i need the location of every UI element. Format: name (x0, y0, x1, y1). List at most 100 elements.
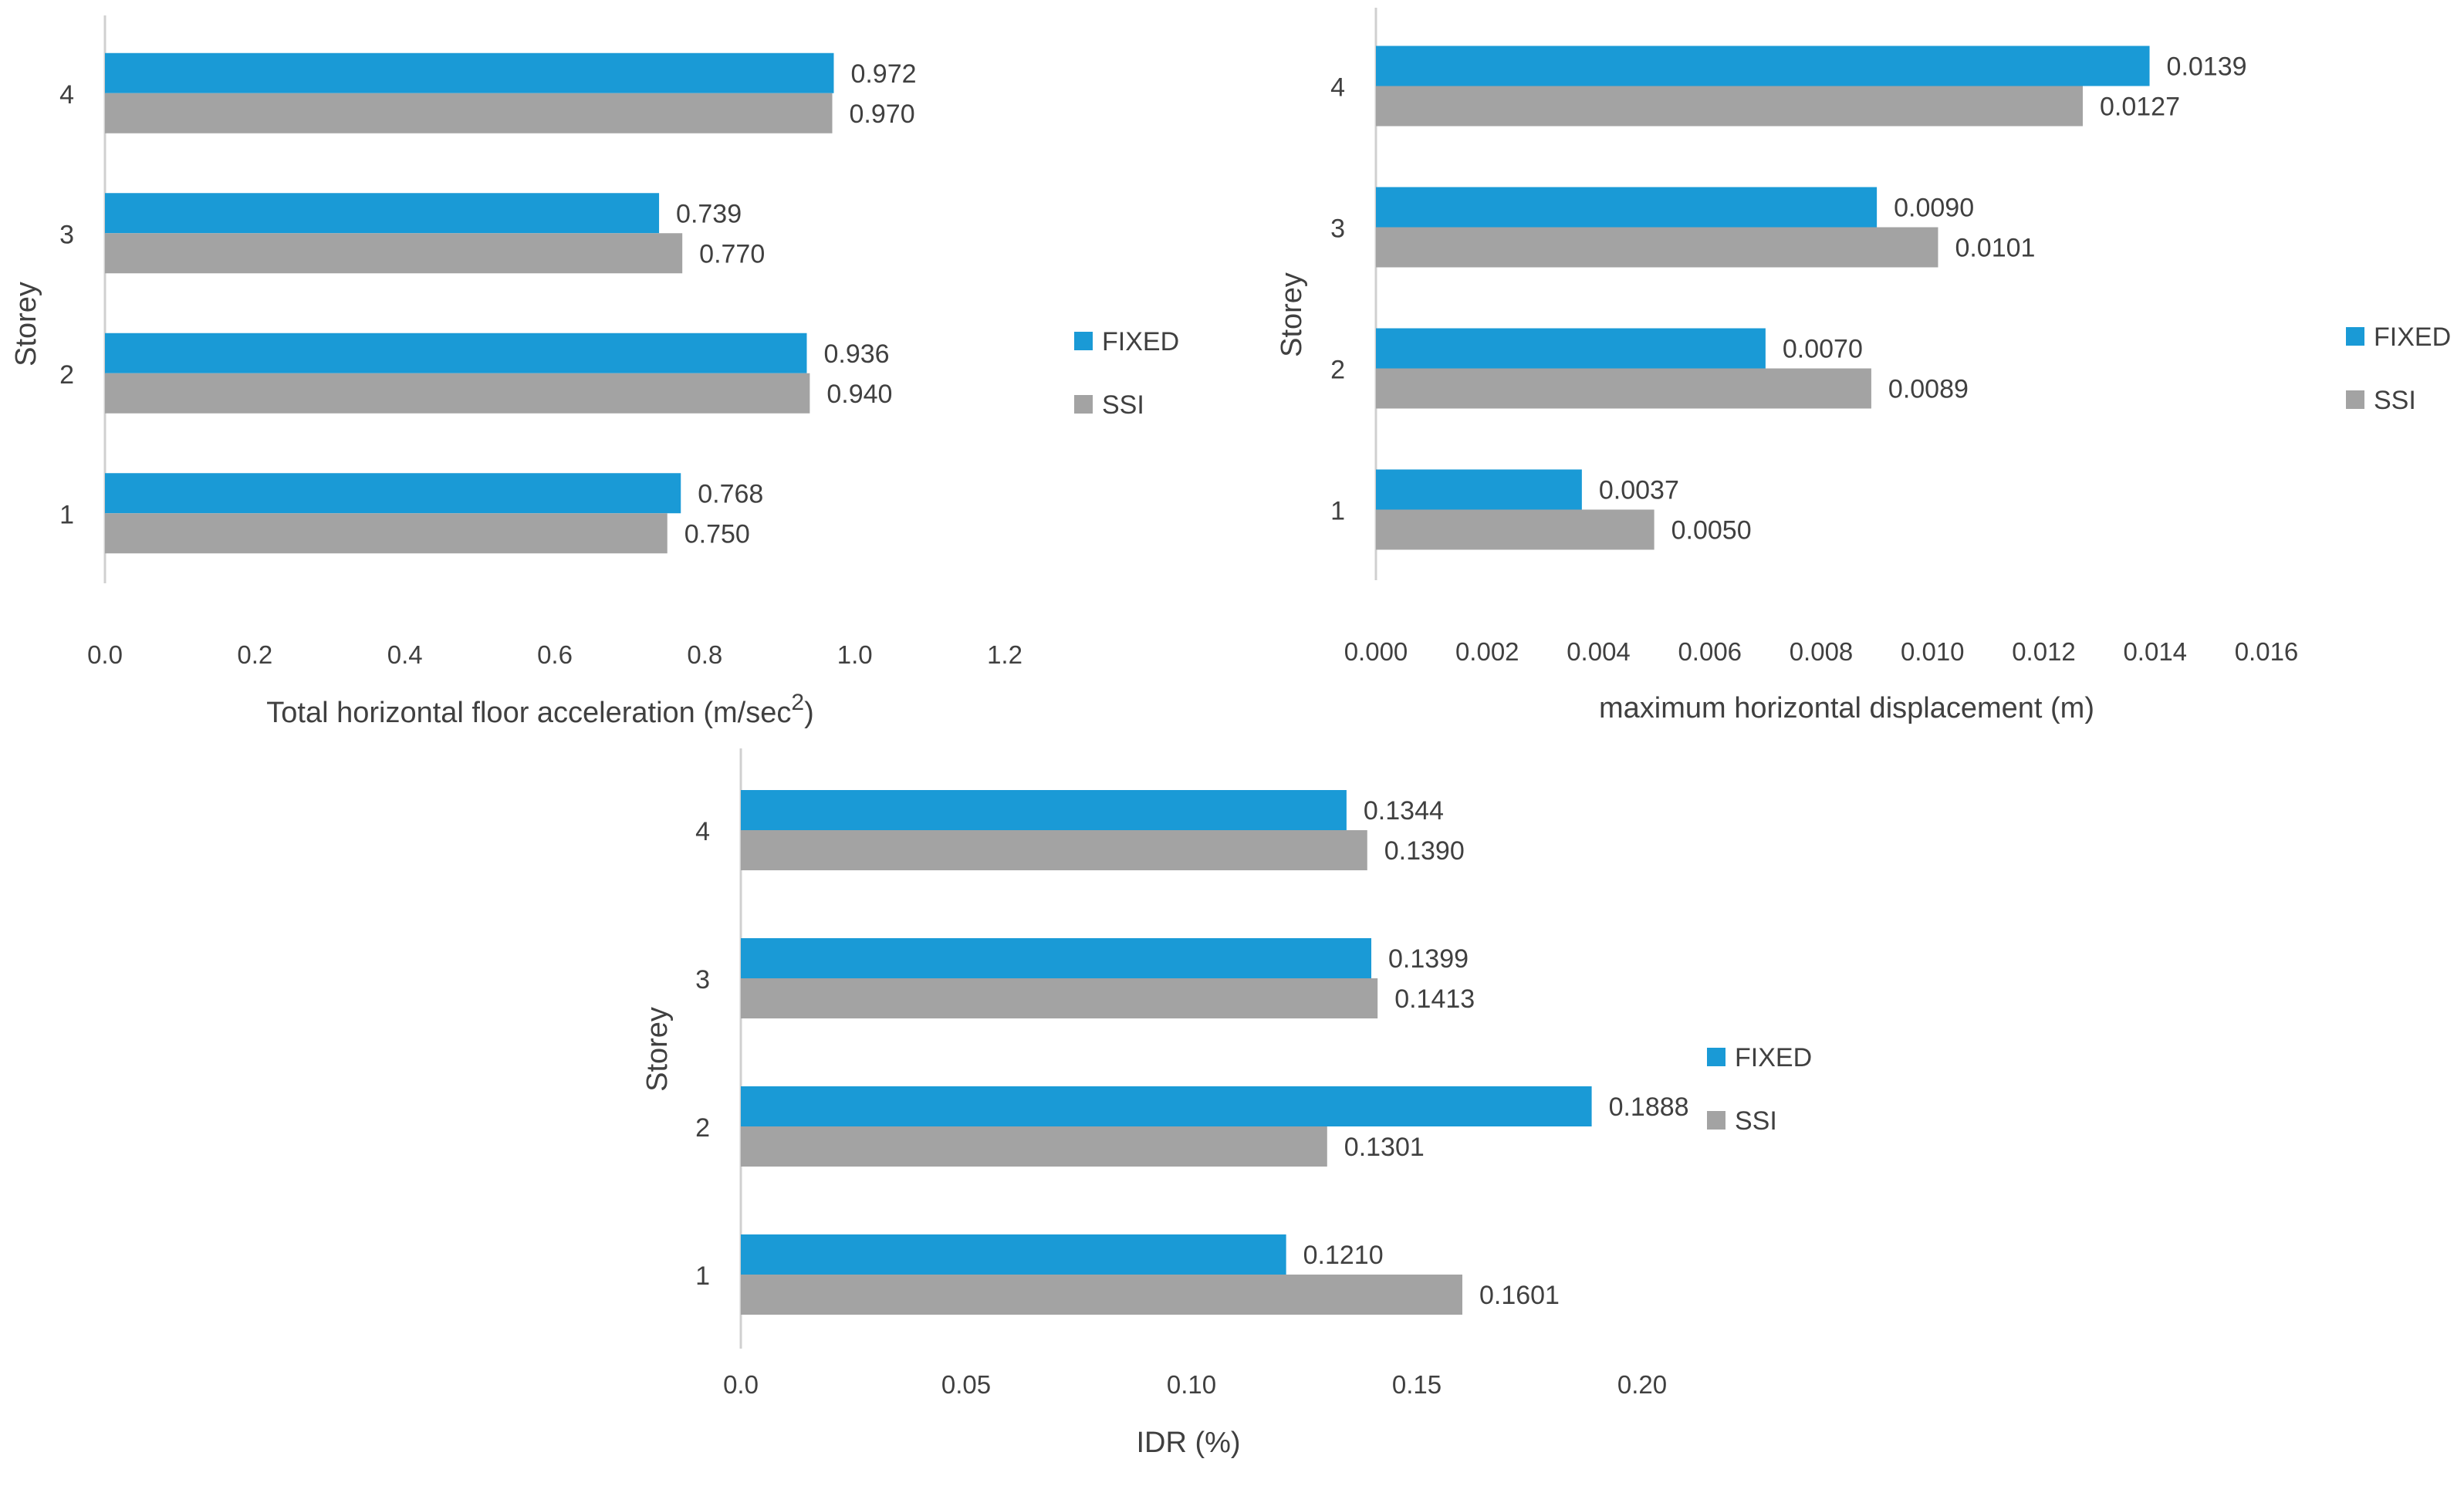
y-tick-label: 2 (1330, 356, 1345, 385)
y-axis-title: Storey (1276, 272, 1308, 357)
y-tick-label: 2 (695, 1113, 710, 1143)
y-tick-label: 4 (695, 817, 710, 846)
data-label: 0.0090 (1894, 194, 1974, 223)
data-label: 0.1413 (1394, 984, 1475, 1014)
data-label: 0.0127 (2100, 93, 2180, 122)
y-axis-title: Storey (641, 1007, 674, 1092)
data-label: 0.739 (676, 199, 742, 228)
data-label: 0.1390 (1384, 836, 1465, 866)
legend-swatch-ssi (2346, 390, 2364, 409)
fixed-bar (741, 1234, 1286, 1275)
x-tick-label: 0.05 (941, 1370, 991, 1399)
data-label: 0.768 (698, 479, 763, 508)
data-label: 0.970 (850, 100, 915, 129)
y-tick-label: 2 (59, 360, 74, 390)
legend-swatch-ssi (1074, 395, 1093, 414)
y-tick-label: 3 (59, 220, 74, 249)
x-tick-label: 0.6 (537, 640, 573, 669)
fixed-bar (741, 1086, 1592, 1126)
legend-label-fixed: FIXED (2374, 323, 2451, 352)
y-tick-label: 1 (1330, 497, 1345, 526)
x-tick-label: 0.4 (387, 640, 423, 669)
ssi-bar (741, 1126, 1327, 1167)
data-label: 0.1301 (1344, 1133, 1425, 1162)
x-tick-label: 0.006 (1678, 637, 1742, 666)
legend-label-fixed: FIXED (1735, 1043, 1812, 1072)
data-label: 0.936 (823, 339, 889, 369)
x-tick-label: 0.2 (237, 640, 272, 669)
data-label: 0.940 (826, 380, 892, 409)
legend-label-ssi: SSI (2374, 386, 2416, 415)
ssi-bar (105, 233, 683, 274)
fixed-bar (105, 193, 660, 234)
legend-label-fixed: FIXED (1102, 327, 1179, 356)
fixed-bar (105, 333, 807, 373)
fixed-bar (105, 473, 681, 514)
data-label: 0.1888 (1609, 1092, 1689, 1122)
legend-swatch-ssi (1707, 1111, 1725, 1130)
data-label: 0.1344 (1364, 796, 1444, 826)
data-label: 0.0139 (2167, 52, 2247, 82)
y-tick-label: 1 (59, 500, 74, 529)
ssi-bar (741, 978, 1378, 1018)
ssi-bar (1376, 509, 1654, 550)
x-tick-label: 0.10 (1167, 1370, 1216, 1399)
ssi-bar (741, 1275, 1462, 1315)
fixed-bar (1376, 469, 1582, 510)
x-tick-label: 1.0 (837, 640, 873, 669)
data-label: 0.0101 (1955, 234, 2035, 263)
ssi-bar (1376, 227, 1938, 268)
x-tick-label: 0.15 (1392, 1370, 1442, 1399)
fixed-bar (1376, 328, 1766, 369)
fixed-bar (741, 790, 1347, 830)
fixed-bar (741, 938, 1372, 978)
x-tick-label: 0.014 (2123, 637, 2187, 666)
ssi-bar (1376, 86, 2083, 127)
y-tick-label: 1 (695, 1261, 710, 1291)
x-tick-label: 0.008 (1790, 637, 1854, 666)
ssi-bar (105, 513, 668, 554)
x-tick-label: 0.8 (687, 640, 722, 669)
chart-2: 1 0.0037 0.0050 2 0.0070 0.0089 3 0.0090 0.0101 4… (1276, 8, 2451, 724)
legend-swatch-fixed (1707, 1048, 1725, 1066)
chart-1: 1 0.768 0.750 2 0.936 0.940 3 0.739 0.770 4 0.972 0… (10, 15, 1179, 729)
ssi-bar (105, 373, 810, 414)
ssi-bar (105, 93, 833, 133)
x-tick-label: 0.20 (1617, 1370, 1667, 1399)
x-tick-label: 0.012 (2012, 637, 2076, 666)
x-axis-title: Total horizontal floor acceleration (m/s… (266, 690, 813, 729)
ssi-bar (1376, 368, 1871, 409)
legend-label-ssi: SSI (1102, 390, 1144, 420)
legend-swatch-fixed (2346, 327, 2364, 346)
x-tick-label: 0.010 (1901, 637, 1965, 666)
data-label: 0.0037 (1599, 476, 1679, 505)
x-tick-label: 1.2 (987, 640, 1022, 669)
data-label: 0.0070 (1783, 335, 1863, 364)
ssi-bar (741, 830, 1367, 870)
data-label: 0.770 (699, 239, 765, 268)
data-label: 0.972 (850, 59, 916, 89)
legend-swatch-fixed (1074, 332, 1093, 350)
x-tick-label: 0.000 (1344, 637, 1408, 666)
x-tick-label: 0.004 (1567, 637, 1631, 666)
x-axis-title-superscript: 2 (791, 690, 804, 715)
legend-label-ssi: SSI (1735, 1106, 1777, 1136)
data-label: 0.0050 (1671, 516, 1752, 545)
data-label: 0.1399 (1388, 944, 1469, 974)
x-tick-label: 0.0 (723, 1370, 759, 1399)
chart-3: 1 0.1210 0.1601 2 0.1888 0.1301 3 0.1399 0.1413 4… (641, 748, 1812, 1459)
y-tick-label: 3 (695, 965, 710, 995)
x-tick-label: 0.0 (87, 640, 123, 669)
y-tick-label: 4 (59, 80, 74, 110)
y-tick-label: 3 (1330, 214, 1345, 244)
data-label: 0.1210 (1303, 1241, 1384, 1270)
x-axis-title: maximum horizontal displacement (m) (1599, 692, 2094, 724)
x-axis-title: IDR (%) (1136, 1427, 1240, 1459)
x-tick-label: 0.002 (1455, 637, 1519, 666)
fixed-bar (1376, 46, 2150, 86)
x-tick-label: 0.016 (2235, 637, 2299, 666)
data-label: 0.0089 (1888, 375, 1969, 404)
fixed-bar (105, 52, 834, 93)
